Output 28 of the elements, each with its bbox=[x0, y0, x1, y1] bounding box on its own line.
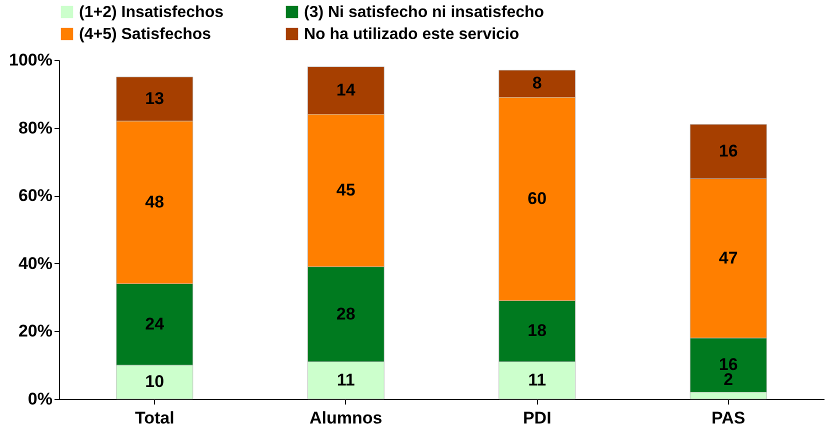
y-tick-label: 0% bbox=[28, 390, 52, 408]
x-tick-label: Alumnos bbox=[310, 408, 382, 428]
y-tick-label: 40% bbox=[18, 254, 52, 273]
data-label: 45 bbox=[336, 180, 356, 200]
data-label: 60 bbox=[528, 188, 547, 208]
legend-label: No ha utilizado este servicio bbox=[304, 26, 520, 43]
data-label: 13 bbox=[145, 88, 164, 108]
data-label: 10 bbox=[145, 372, 164, 392]
legend-label: (4+5) Satisfechos bbox=[79, 26, 212, 43]
legend-label: (3) Ni satisfecho ni insatisfecho bbox=[304, 4, 544, 21]
legend-label: (1+2) Insatisfechos bbox=[79, 4, 224, 21]
x-tick-label: Total bbox=[134, 408, 174, 428]
data-label: 11 bbox=[336, 370, 355, 390]
y-tick-label: 60% bbox=[18, 186, 52, 206]
y-tick-label: 80% bbox=[18, 118, 52, 138]
data-label: 24 bbox=[145, 314, 165, 334]
data-label: 28 bbox=[336, 304, 356, 324]
x-tick-label: PDI bbox=[522, 408, 552, 428]
data-label: 47 bbox=[718, 248, 738, 268]
data-label: 8 bbox=[532, 74, 542, 93]
data-label: 16 bbox=[718, 142, 738, 161]
data-label: 14 bbox=[336, 80, 356, 100]
x-tick-label: PAS bbox=[712, 408, 746, 428]
data-label: 48 bbox=[145, 192, 164, 212]
data-label: 11 bbox=[528, 370, 546, 390]
y-tick-label: 20% bbox=[18, 322, 52, 341]
data-label: 18 bbox=[528, 321, 547, 340]
y-tick-label: 100% bbox=[9, 50, 52, 70]
